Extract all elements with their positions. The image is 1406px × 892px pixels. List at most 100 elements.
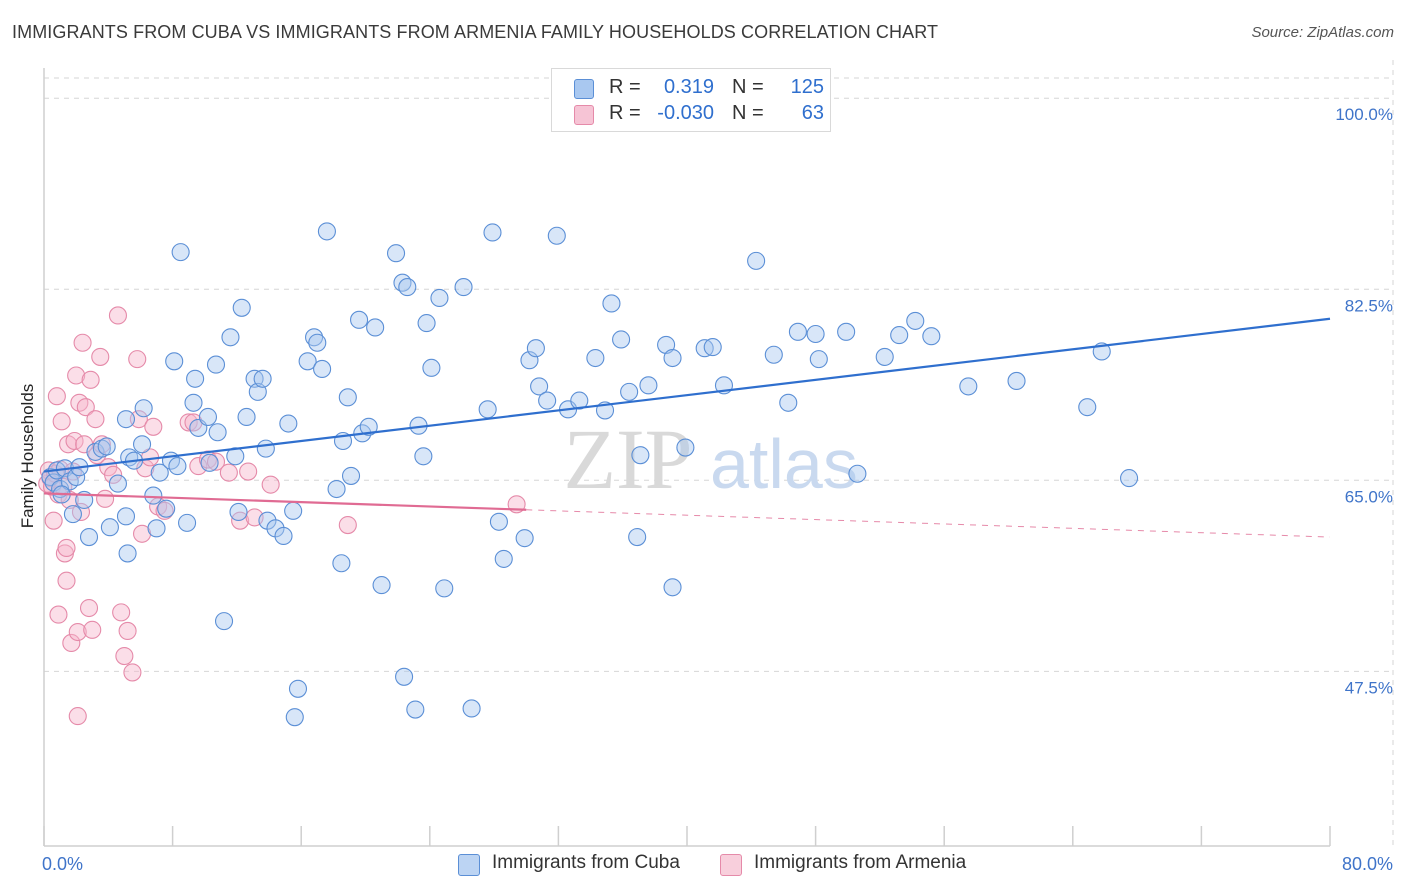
cuba-point [298, 352, 317, 371]
y-tick-label: 82.5% [1345, 296, 1393, 315]
armenia-point [118, 621, 137, 640]
cuba-point [338, 388, 357, 407]
cuba-point [157, 499, 176, 518]
y-tick-label: 65.0% [1345, 487, 1393, 506]
armenia-point [81, 370, 100, 389]
r-label: R = [609, 102, 641, 124]
cuba-point [417, 314, 436, 333]
cuba-point [435, 579, 454, 598]
armenia-point [62, 633, 81, 653]
armenia-point [206, 452, 226, 471]
cuba-point [359, 417, 378, 436]
armenia-point [73, 333, 92, 352]
armenia-points [38, 306, 526, 726]
cuba-point [570, 391, 589, 410]
cuba-point [890, 326, 909, 345]
armenia-point [86, 410, 105, 429]
cuba-point [208, 423, 227, 442]
cuba-point [620, 382, 639, 401]
cuba-point [875, 347, 894, 366]
y-tick-label: 47.5% [1345, 678, 1393, 697]
cuba-point [308, 333, 327, 352]
cuba-point [147, 519, 166, 538]
cuba-point [398, 278, 417, 297]
cuba-point [406, 700, 425, 719]
cuba-point [628, 528, 647, 547]
cuba-point [414, 447, 433, 466]
armenia-point [68, 707, 87, 726]
armenia-point [49, 605, 68, 624]
cuba-point [116, 507, 136, 526]
armenia-point [261, 475, 280, 494]
cuba-point [1120, 469, 1139, 488]
cuba-point [200, 453, 219, 472]
armenia-point [83, 620, 102, 639]
cuba-point [494, 549, 513, 568]
cuba-point [288, 679, 308, 698]
armenia-swatch [574, 105, 594, 125]
trend-lines [43, 317, 1331, 538]
cuba-point [165, 352, 184, 371]
cuba-point [959, 377, 978, 396]
cuba-point [206, 355, 226, 374]
cuba-point [341, 466, 361, 485]
cuba-point [108, 474, 127, 493]
cuba-point [462, 699, 481, 718]
armenia-point [108, 306, 127, 325]
cuba-point [305, 328, 324, 347]
armenia-point [92, 435, 111, 454]
armenia-point [91, 347, 110, 366]
x-tick-label: 0.0% [42, 854, 83, 874]
cuba-point [395, 667, 414, 686]
cuba-point [232, 298, 251, 317]
cuba-point [478, 400, 497, 419]
cuba-point [284, 501, 303, 520]
cuba-point [171, 243, 190, 262]
cuba-point [483, 223, 502, 242]
cuba-point [350, 310, 369, 329]
armenia-point [52, 412, 71, 431]
cuba-point [788, 322, 807, 341]
cuba-trend-line [43, 317, 1331, 473]
armenia-trend-extension [526, 509, 1331, 538]
tick-labels: 100.0% 82.5% 65.0% 47.5% 0.0% 80.0% [42, 105, 1393, 874]
legend-label: Immigrants from Cuba [492, 852, 680, 873]
cuba-point [256, 439, 275, 458]
armenia-point [239, 462, 258, 481]
armenia-point [79, 598, 99, 618]
armenia-point [115, 646, 134, 666]
cuba-point [639, 376, 658, 395]
y-tick-label: 100.0% [1335, 105, 1393, 124]
cuba-point [285, 708, 304, 727]
watermark-zip: ZIP [564, 411, 693, 507]
cuba-point [63, 505, 82, 524]
watermark-atlas: atlas [710, 425, 858, 503]
legend-label: Immigrants from Armenia [754, 852, 967, 873]
cuba-point [612, 330, 631, 349]
cuba-point [97, 437, 116, 456]
cuba-point [764, 345, 783, 364]
cuba-point [150, 463, 169, 482]
cuba-point [489, 512, 508, 531]
cuba-point [1078, 398, 1097, 417]
cuba-point [229, 502, 248, 522]
r-value: -0.030 [657, 102, 714, 124]
cuba-point [327, 479, 346, 499]
armenia-point [57, 571, 76, 590]
cuba-point [133, 435, 152, 454]
armenia-point [219, 463, 238, 482]
r-value: 0.319 [663, 76, 714, 98]
armenia-point [76, 398, 95, 417]
cuba-point [530, 377, 549, 396]
cuba-point [1007, 371, 1026, 391]
cuba-point [779, 393, 798, 412]
cuba-point [184, 393, 203, 412]
armenia-point [189, 457, 208, 476]
cuba-point [386, 244, 406, 263]
cuba-point [837, 322, 856, 341]
cuba-point [663, 348, 682, 368]
cuba-point [906, 311, 925, 330]
armenia-point [144, 417, 163, 436]
cuba-point [274, 526, 293, 546]
